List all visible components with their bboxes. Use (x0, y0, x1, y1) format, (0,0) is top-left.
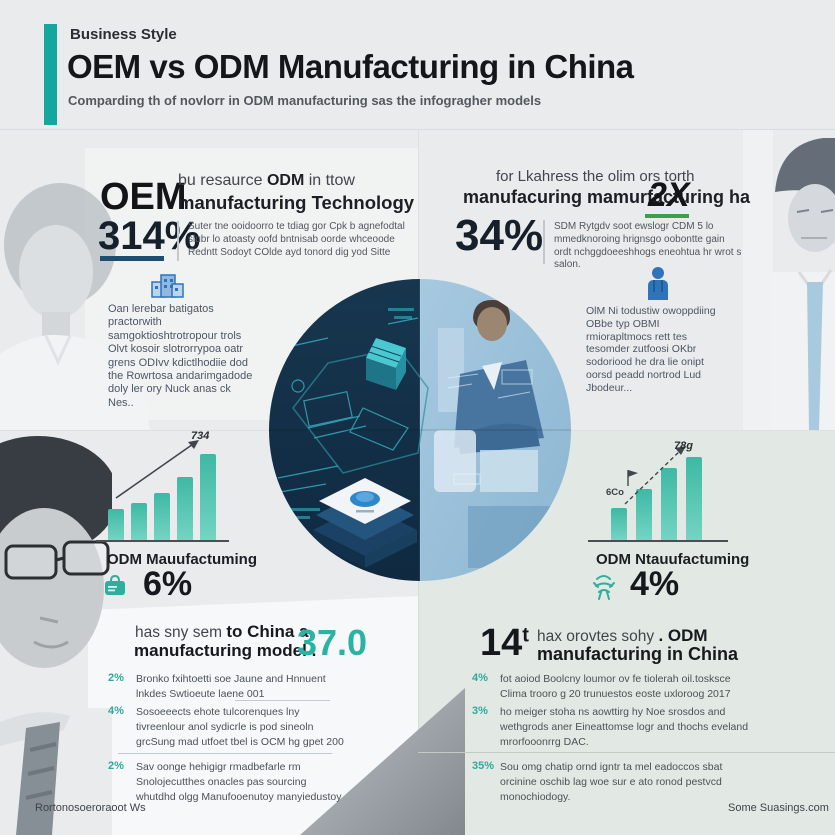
bl-big-stat: 37.0 (297, 622, 368, 663)
bl-bullet-3-pct: 2% (108, 760, 124, 772)
photo-woman (0, 183, 150, 430)
br-bullet-1-pct: 4% (472, 672, 488, 684)
bl-bullet-2: 4% Sosoeeects ehote tulcorenques lny tiv… (108, 705, 348, 750)
bar (154, 493, 170, 540)
tl-subheading-line1: bu resaurce ODM in ttow (178, 172, 355, 190)
tl-sub1b: ODM (266, 172, 305, 189)
br-bullet-1-text: fot aoiod Boolcny loumor ov fe tiolerah … (500, 673, 731, 700)
bar (661, 468, 677, 540)
tr-stat: 34% (455, 211, 544, 260)
tl-note-divider (177, 221, 179, 261)
br-bullet-3-text: Sou omg chatip ornd igntr ta mel eadocco… (500, 761, 723, 803)
bl-footer: Rortonosoeroraoot Ws (35, 802, 146, 814)
bl-bullet-1: 2% Bronko fxihtoetti soe Jaune and Hnnue… (108, 672, 348, 702)
header-divider (0, 129, 835, 130)
left-chart-baseline (96, 540, 229, 542)
left-chart-label: ODM Mauufactuming (107, 551, 257, 568)
bar (686, 457, 702, 540)
tl-stat: 314% (98, 214, 201, 258)
br-bullet-3: 35% Sou omg chatip ornd igntr ta mel ead… (472, 760, 757, 805)
tl-sub1a: bu resaurce (178, 172, 267, 189)
bl-bullet-3: 2% Sav oonge hehigigr rmadbefarle rm Sno… (108, 760, 348, 805)
br-divider (418, 752, 835, 753)
bl-divider-1 (235, 700, 330, 701)
bl-hl1a: has sny sem (135, 624, 227, 641)
tl-stat-note: Suter tne ooidoorro te tdiag gor Cpk b a… (188, 221, 405, 258)
right-chart-stat: 4% (630, 565, 680, 603)
tr-heading-line2: manufacuring mamurfacturing ha (463, 187, 751, 207)
factory-icon (151, 274, 184, 298)
bl-bullet-2-pct: 4% (108, 705, 124, 717)
growth-arrow-right (624, 446, 686, 505)
bl-bullet-3-text: Sav oonge hehigigr rmadbefarle rm Snoloj… (136, 761, 342, 803)
tr-note-divider (543, 220, 545, 264)
br-hl1a: hax orovtes sohy (537, 628, 659, 645)
growth-arrow-left (115, 440, 199, 499)
scribble-person-icon (593, 575, 615, 600)
tl-sub1c: in ttow (304, 172, 355, 189)
br-bullet-1: 4% fot aoiod Boolcny loumor ov fe tioler… (472, 672, 757, 702)
bl-headline-line1: has sny sem to China a (135, 622, 308, 642)
right-chart-baseline (588, 540, 728, 542)
br-big-sup: t (522, 624, 529, 647)
br-big-stat: 14t (480, 624, 529, 662)
br-footer: Some Suasings.com (728, 802, 829, 814)
tr-heading-line1: for Lkahress the olim ors torth (496, 168, 695, 185)
kicker: Business Style (70, 26, 177, 43)
photo-man-bottom-left (0, 436, 112, 835)
tl-paragraph: Oan lerebar batigatos practorwith samgok… (108, 303, 253, 409)
bar-chart-left (108, 454, 216, 540)
tl-stat-underline (100, 256, 164, 261)
accent-bar (44, 24, 57, 125)
center-circle-graphic (269, 279, 571, 581)
br-bullet-2-pct: 3% (472, 705, 488, 717)
bl-divider-2 (118, 753, 332, 754)
br-bullet-2: 3% ho meiger stoha ns aowttirg hy Noe sr… (472, 705, 757, 750)
br-bullet-2-text: ho meiger stoha ns aowttirg hy Noe srosd… (500, 706, 749, 748)
bar (177, 477, 193, 540)
br-headline-line2: manufacturing in China (537, 644, 739, 664)
bar (108, 509, 124, 540)
bl-bullet-2-text: Sosoeeects ehote tulcorenques lny tivree… (136, 706, 344, 748)
br-big-num: 14 (480, 622, 523, 664)
page-title: OEM vs ODM Manufacturing in China (67, 48, 634, 85)
bag-icon (105, 575, 125, 595)
bar (636, 489, 652, 540)
person-icon (648, 267, 668, 300)
bl-bullet-1-text: Bronko fxihtoetti soe Jaune and Hnnuent … (136, 673, 326, 700)
bar (200, 454, 216, 540)
br-bullet-3-pct: 35% (472, 760, 495, 772)
tr-stat-note: SDM Rytgdv soot ewslogr CDM 5 lo mmedkno… (554, 221, 742, 271)
bl-bullet-1-pct: 2% (108, 672, 124, 684)
tr-2x-stat: 2X (648, 176, 690, 214)
br-hl1b: . ODM (658, 626, 708, 645)
bar-chart-right (611, 457, 702, 540)
br-headline-line1: hax orovtes sohy . ODM (537, 626, 708, 646)
right-chart-annotation2: 6Co (606, 487, 624, 498)
right-chart-label: ODM Ntauufactuming (596, 551, 750, 568)
right-chart-annotation: 78g (674, 440, 693, 452)
tl-subheading-line2: manufacturing Technology (178, 192, 415, 213)
tr-paragraph: OlM Ni todustiw owoppdiing OBbe typ OBMI… (586, 305, 716, 394)
oem-heading: OEM (100, 176, 187, 218)
page-subtitle: Comparding th of novlorr in ODM manufact… (68, 93, 542, 108)
left-chart-stat: 6% (143, 565, 193, 603)
bl-hl1b: to China a (226, 622, 309, 641)
bar (611, 508, 627, 540)
bl-headline-line2: manufacturing model . (134, 641, 317, 660)
left-chart-annotation: 734 (191, 430, 210, 442)
photo-man-top-right (743, 130, 835, 430)
bar (131, 503, 147, 540)
tr-green-underline (645, 214, 689, 218)
